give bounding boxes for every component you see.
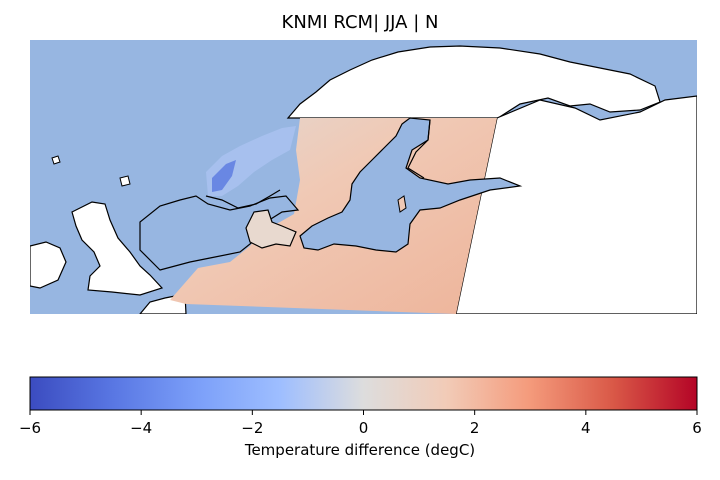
land-east-of-field: [455, 95, 697, 314]
colorbar-tick-label: −6: [18, 419, 42, 437]
colorbar-tick-label: −2: [241, 419, 264, 437]
colorbar-ticks: [29, 410, 698, 415]
land-ireland: [30, 241, 67, 289]
denmark-outline: [245, 209, 297, 249]
colorbar-tick-label: 4: [581, 419, 591, 437]
colorbar-label: Temperature difference (degC): [244, 441, 476, 459]
colorbar-tick-label: 0: [358, 419, 369, 437]
baltic-sea: [299, 117, 523, 253]
gotland-outline: [397, 195, 407, 213]
land-arctic-scandinavia: [286, 45, 661, 119]
finland-coast: [407, 119, 431, 179]
colorbar-tick-label: 6: [692, 419, 702, 437]
colorbar-tick-label: −4: [130, 419, 153, 437]
skagerrak-coast: [205, 189, 281, 209]
land-faroe-shetland: [51, 155, 131, 187]
norway-strong-cool-anomaly: [212, 160, 236, 192]
colorbar-tick-label: 2: [469, 419, 480, 437]
colorbar: [29, 376, 698, 411]
land-british-isles: [71, 201, 164, 296]
map-title: KNMI RCM| JJA | N: [281, 12, 439, 33]
map-axes: [30, 40, 697, 314]
